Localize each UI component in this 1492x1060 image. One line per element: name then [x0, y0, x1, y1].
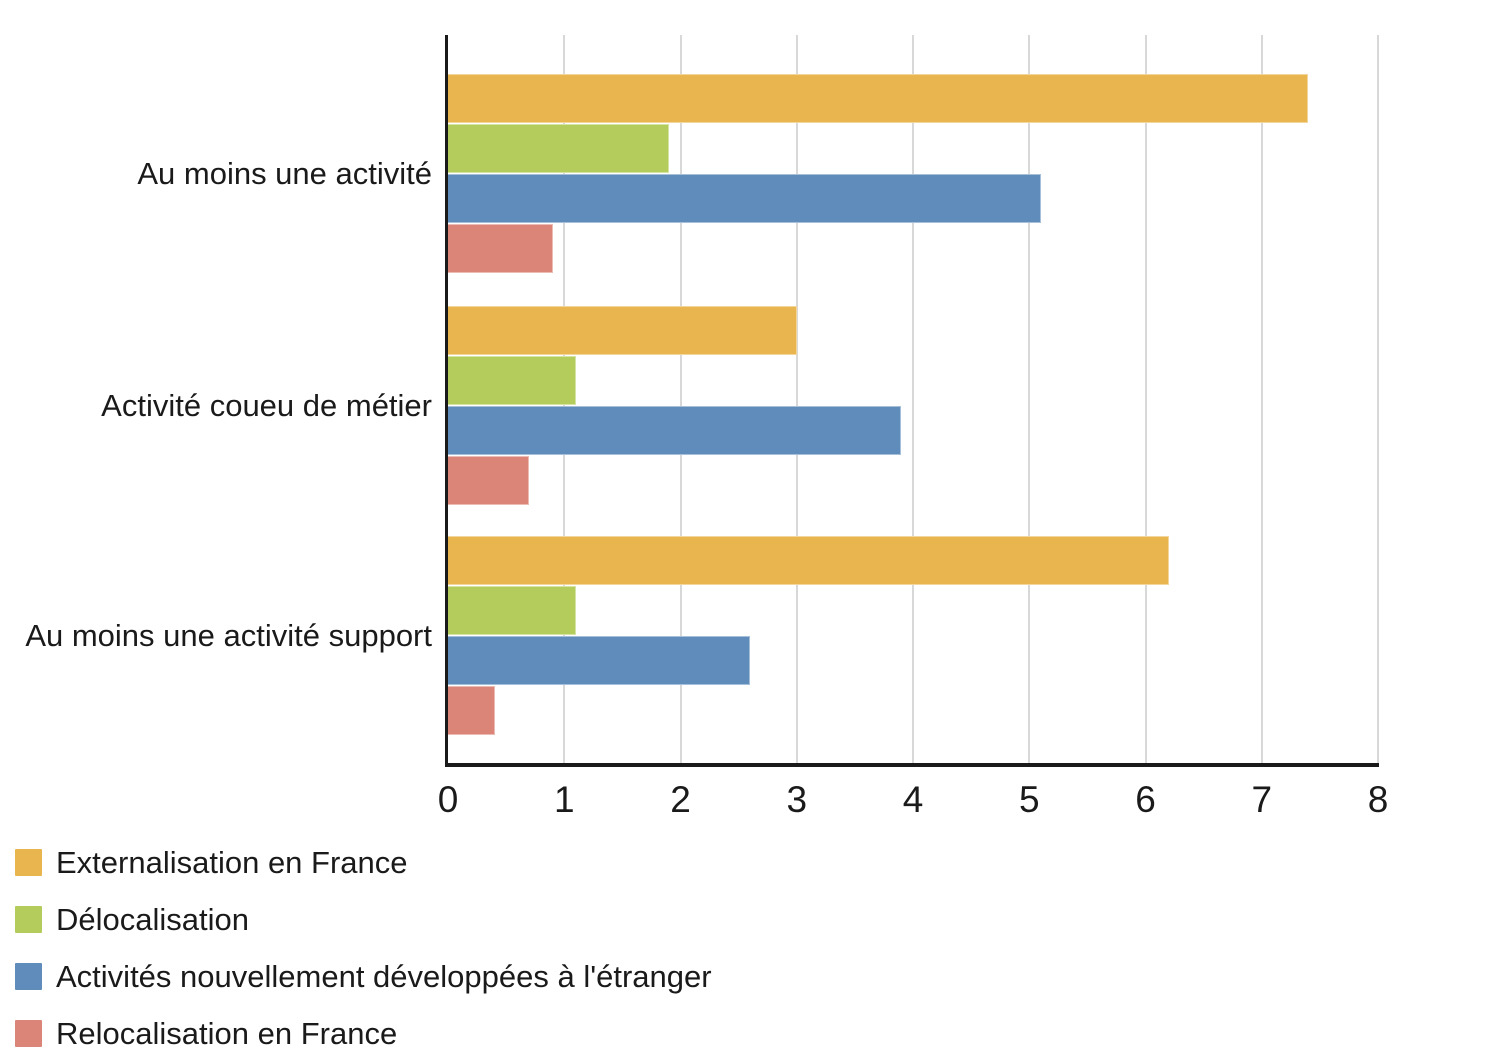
- x-axis-line: [445, 763, 1379, 767]
- bar-series-0-cat-0: [448, 74, 1309, 123]
- x-tick-label-6: 6: [1135, 779, 1156, 820]
- legend-label-2: Activités nouvellement développées à l'é…: [56, 958, 712, 994]
- gridline-x-2: [679, 35, 682, 764]
- legend-row-1: Délocalisation: [15, 891, 712, 948]
- legend-swatch-icon: [15, 963, 42, 990]
- gridline-x-7: [1260, 35, 1263, 764]
- plot-area: [448, 35, 1379, 764]
- bar-series-3-cat-1: [448, 456, 530, 505]
- x-tick-label-8: 8: [1367, 779, 1389, 820]
- bar-series-2-cat-2: [448, 636, 751, 685]
- x-tick-label-1: 1: [553, 779, 575, 820]
- x-tick-label-3: 3: [786, 779, 808, 820]
- bar-series-3-cat-0: [448, 224, 553, 273]
- legend-swatch-icon: [15, 849, 42, 876]
- y-axis-line: [445, 35, 448, 767]
- bar-series-1-cat-1: [448, 356, 576, 405]
- legend: Externalisation en France Délocalisation A…: [15, 834, 712, 1060]
- gridline-x-6: [1144, 35, 1147, 764]
- category-label-1: Activité coueu de métier: [101, 388, 432, 423]
- category-label-2: Au moins une activité support: [25, 618, 432, 653]
- bar-series-0-cat-1: [448, 306, 797, 355]
- x-tick-label-5: 5: [1018, 779, 1040, 820]
- legend-swatch-icon: [15, 1020, 42, 1047]
- bar-series-2-cat-1: [448, 406, 902, 455]
- x-tick-label-2: 2: [670, 779, 691, 820]
- gridline-x-8: [1377, 35, 1379, 764]
- bar-group-0: [448, 74, 1378, 274]
- x-tick-label-4: 4: [902, 779, 924, 820]
- legend-label-3: Relocalisation en France: [56, 1015, 398, 1051]
- legend-row-3: Relocalisation en France: [15, 1005, 712, 1060]
- legend-label-0: Externalisation en France: [56, 844, 408, 880]
- legend-row-0: Externalisation en France: [15, 834, 712, 891]
- bar-series-1-cat-2: [448, 586, 576, 635]
- x-tick-label-0: 0: [437, 779, 459, 820]
- bar-group-1: [448, 306, 1378, 506]
- bar-series-3-cat-2: [448, 686, 495, 735]
- legend-row-2: Activités nouvellement développées à l'é…: [15, 948, 712, 1005]
- bar-series-2-cat-0: [448, 174, 1041, 223]
- bar-series-1-cat-0: [448, 124, 669, 173]
- gridline-x-3: [795, 35, 798, 764]
- legend-swatch-icon: [15, 906, 42, 933]
- gridline-x-4: [912, 35, 914, 764]
- x-tick-label-7: 7: [1251, 779, 1273, 820]
- category-label-0: Au moins une activité: [137, 156, 432, 191]
- legend-label-1: Délocalisation: [56, 901, 249, 937]
- gridline-x-5: [1028, 35, 1031, 764]
- bar-group-2: [448, 536, 1378, 736]
- bar-series-0-cat-2: [448, 536, 1169, 585]
